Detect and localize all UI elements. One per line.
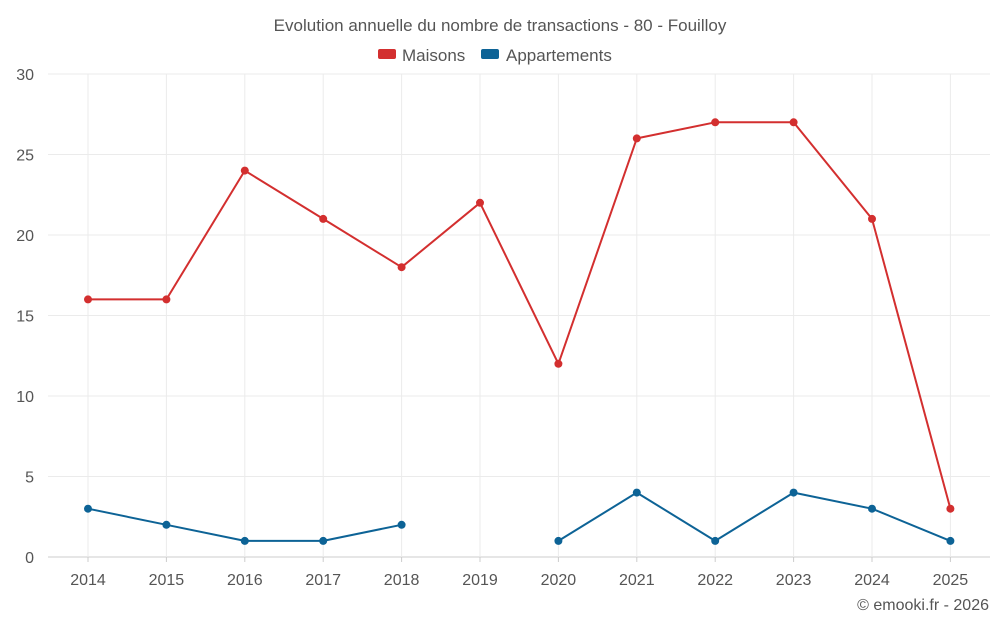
x-tick-label: 2023	[776, 572, 812, 589]
series-line-appartements	[557, 491, 952, 542]
y-axis-ticks: 0 5 10 15 20 25 30	[16, 67, 34, 567]
data-point-appartements[interactable]	[84, 504, 92, 513]
data-point-maisons[interactable]	[84, 295, 92, 304]
x-axis-ticks: 2014 2015 2016 2017 2018 2019 2020 2021 2022 2023…	[70, 572, 968, 589]
data-point-appartements[interactable]	[240, 536, 249, 545]
x-tick-label: 2015	[149, 572, 185, 589]
series-lines	[87, 121, 952, 542]
y-tick-label: 15	[16, 309, 34, 326]
y-tick-label: 20	[16, 228, 34, 245]
data-point-appartements[interactable]	[397, 520, 406, 529]
x-tick-label: 2025	[933, 572, 969, 589]
data-point-maisons[interactable]	[240, 166, 249, 175]
series-points	[84, 118, 955, 545]
data-point-maisons[interactable]	[711, 118, 720, 127]
x-gridlines	[87, 74, 951, 562]
legend-swatch-maisons	[378, 49, 396, 59]
data-point-maisons[interactable]	[397, 263, 406, 272]
credit-text: © emooki.fr - 2026	[857, 597, 989, 614]
data-point-appartements[interactable]	[162, 520, 171, 529]
data-point-appartements[interactable]	[711, 536, 720, 545]
legend-swatch-appartements	[481, 49, 499, 59]
y-tick-label: 5	[25, 470, 34, 487]
data-point-maisons[interactable]	[632, 134, 641, 143]
x-tick-label: 2016	[227, 572, 263, 589]
data-point-appartements[interactable]	[632, 488, 641, 497]
y-gridlines	[48, 73, 990, 558]
data-point-maisons[interactable]	[476, 198, 484, 207]
data-point-appartements[interactable]	[789, 488, 798, 497]
data-point-appartements[interactable]	[868, 504, 876, 513]
data-point-appartements[interactable]	[946, 536, 955, 545]
x-tick-label: 2020	[541, 572, 577, 589]
y-tick-label: 10	[16, 389, 34, 406]
data-point-maisons[interactable]	[319, 214, 328, 223]
series-line-maisons	[87, 121, 952, 510]
legend-label-maisons[interactable]: Maisons	[402, 46, 465, 65]
x-tick-label: 2022	[697, 572, 733, 589]
y-tick-label: 30	[16, 67, 34, 84]
chart-title: Evolution annuelle du nombre de transact…	[274, 16, 727, 35]
data-point-maisons[interactable]	[946, 504, 955, 513]
data-point-maisons[interactable]	[789, 118, 798, 127]
data-point-maisons[interactable]	[162, 295, 171, 304]
x-tick-label: 2024	[854, 572, 890, 589]
x-tick-label: 2021	[619, 572, 655, 589]
data-point-maisons[interactable]	[868, 214, 876, 223]
legend: Maisons Appartements	[378, 46, 612, 65]
x-tick-label: 2017	[305, 572, 341, 589]
data-point-appartements[interactable]	[319, 536, 328, 545]
x-tick-label: 2014	[70, 572, 106, 589]
y-tick-label: 25	[16, 148, 34, 165]
data-point-appartements[interactable]	[554, 536, 563, 545]
x-tick-label: 2018	[384, 572, 420, 589]
y-tick-label: 0	[25, 550, 34, 567]
x-tick-label: 2019	[462, 572, 498, 589]
data-point-maisons[interactable]	[554, 359, 563, 368]
legend-label-appartements[interactable]: Appartements	[506, 46, 612, 65]
